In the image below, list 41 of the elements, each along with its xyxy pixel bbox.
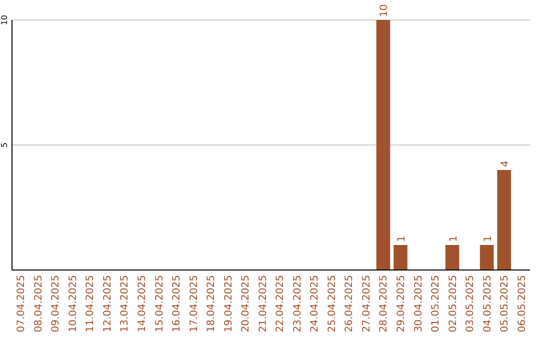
x-tick-label: 06.05.2025 [516,275,528,332]
y-tick-label: 5 [0,142,9,148]
x-tick-label: 16.04.2025 [172,275,183,332]
bar [445,245,460,270]
x-tick-label: 01.05.2025 [430,275,442,332]
data-label: 10 [379,4,390,17]
x-tick-label: 26.04.2025 [344,275,356,332]
x-tick-label: 02.05.2025 [448,275,459,332]
x-tick-label: 14.04.2025 [137,275,148,332]
x-tick-label: 28.04.2025 [378,275,390,332]
bar [497,170,512,270]
bar [480,245,494,270]
x-tick-label: 22.04.2025 [275,275,286,332]
x-tick-label: 29.04.2025 [396,275,407,332]
x-tick-label: 11.04.2025 [85,275,96,332]
x-tick-label: 07.04.2025 [16,275,28,332]
data-label: 1 [448,236,460,242]
x-tick-label: 09.04.2025 [50,275,62,332]
data-label: 1 [482,236,494,242]
data-label: 1 [396,236,408,242]
x-tick-label: 23.04.2025 [292,275,304,332]
x-tick-label: 20.04.2025 [240,275,252,332]
x-tick-label: 17.04.2025 [188,275,200,332]
x-tick-label: 05.05.2025 [500,275,511,332]
data-label: 4 [500,160,512,167]
x-tick-label: 30.04.2025 [413,275,424,332]
x-tick-label: 21.04.2025 [258,275,269,332]
x-tick-label: 19.04.2025 [223,275,234,332]
x-tick-label: 10.04.2025 [68,275,79,332]
x-tick-label: 03.05.2025 [465,275,476,332]
x-tick-label: 13.04.2025 [120,275,131,332]
x-tick-label: 08.04.2025 [33,275,44,332]
bar [394,245,408,270]
x-tick-label: 18.04.2025 [206,275,218,332]
bar [376,20,390,270]
x-tick-label: 04.05.2025 [482,275,494,332]
x-tick-label: 24.04.2025 [310,275,321,332]
x-tick-label: 15.04.2025 [154,275,166,332]
x-tick-label: 25.04.2025 [326,275,338,332]
x-tick-label: 27.04.2025 [361,275,372,332]
x-tick-label: 12.04.2025 [102,275,114,332]
